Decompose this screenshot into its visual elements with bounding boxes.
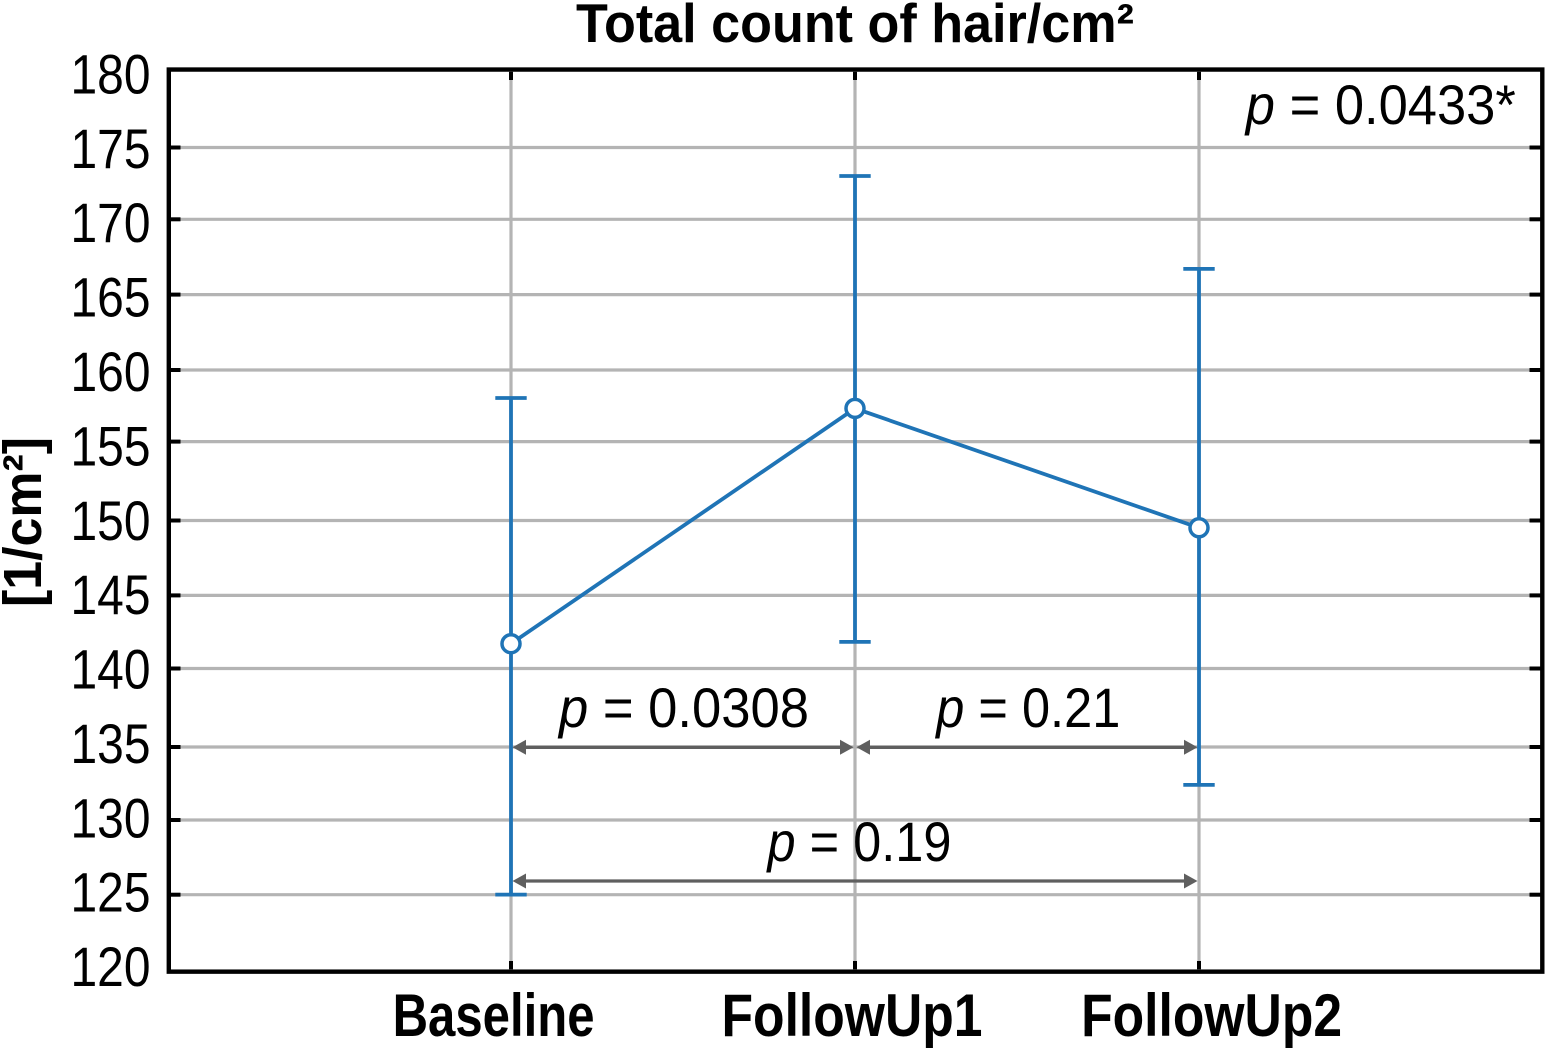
svg-text:135: 135	[71, 712, 151, 775]
svg-text:145: 145	[71, 563, 151, 626]
svg-text:170: 170	[71, 191, 151, 254]
svg-text:p = 0.0308: p = 0.0308	[557, 676, 809, 739]
svg-text:Baseline: Baseline	[393, 982, 595, 1048]
svg-text:175: 175	[71, 117, 151, 180]
svg-text:125: 125	[71, 861, 151, 924]
svg-text:FollowUp1: FollowUp1	[722, 982, 983, 1048]
svg-text:140: 140	[71, 638, 151, 701]
svg-text:130: 130	[71, 786, 151, 849]
svg-text:155: 155	[71, 414, 151, 477]
svg-text:p = 0.19: p = 0.19	[766, 810, 952, 873]
svg-text:160: 160	[71, 340, 151, 403]
svg-text:p = 0.0433*: p = 0.0433*	[1244, 73, 1516, 136]
svg-text:120: 120	[71, 935, 151, 998]
svg-text:[1/cm²]: [1/cm²]	[0, 437, 53, 607]
svg-text:p = 0.21: p = 0.21	[934, 676, 1120, 739]
svg-text:Total count of hair/cm²: Total count of hair/cm²	[576, 0, 1134, 54]
svg-text:FollowUp2: FollowUp2	[1081, 982, 1342, 1048]
svg-text:180: 180	[71, 43, 151, 106]
svg-text:150: 150	[71, 489, 151, 552]
svg-text:165: 165	[71, 266, 151, 329]
